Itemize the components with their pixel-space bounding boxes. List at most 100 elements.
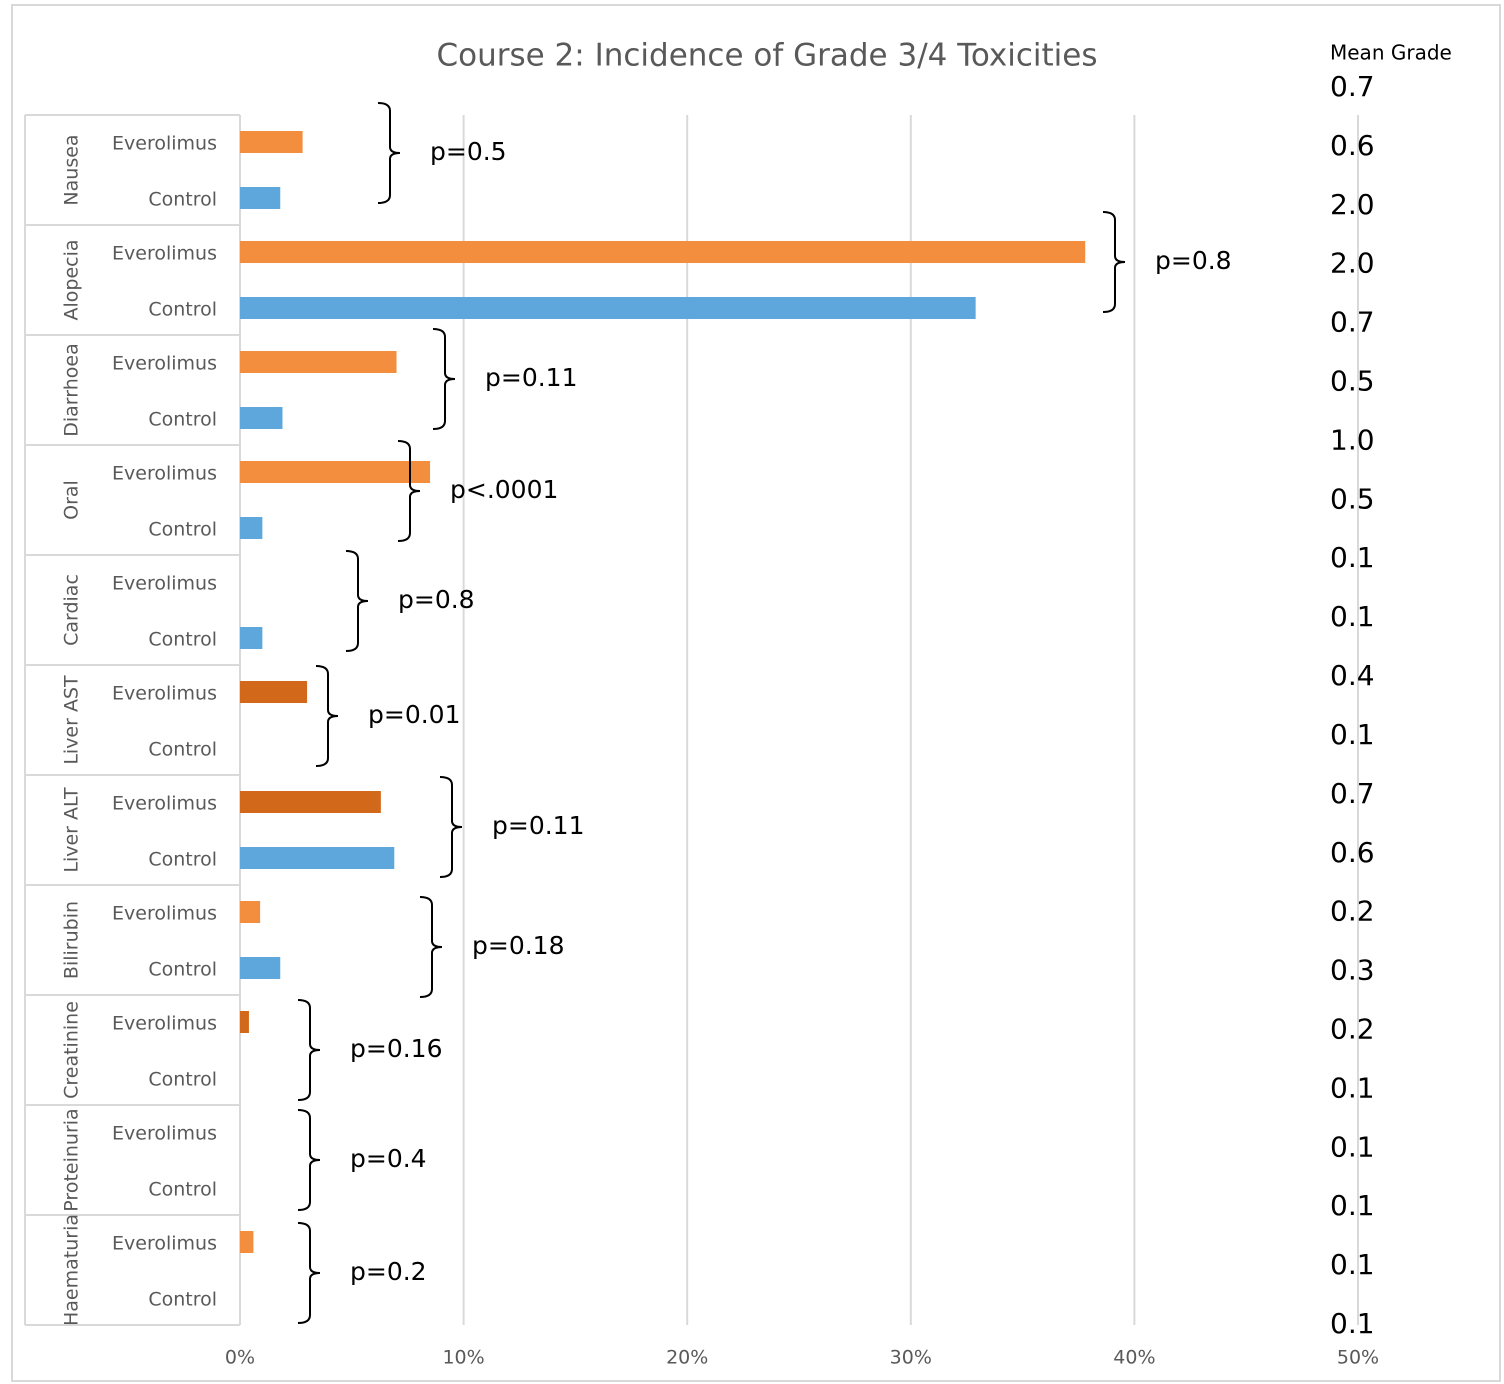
category-label: Liver ALT: [61, 787, 83, 873]
bar: [240, 1011, 249, 1033]
category-label: Bilirubin: [61, 901, 83, 979]
category-label: Creatinine: [61, 1001, 83, 1099]
bar: [240, 297, 976, 319]
series-label: Everolimus: [112, 1013, 217, 1035]
p-value: p=0.16: [350, 1034, 442, 1063]
category-label: Alopecia: [61, 239, 83, 320]
x-tick-label: 20%: [666, 1347, 708, 1369]
mean-grade-label: 0.2: [1330, 1012, 1375, 1045]
series-label: Everolimus: [112, 243, 217, 265]
bracket: [377, 102, 401, 204]
series-label: Control: [148, 849, 217, 871]
p-value: p=0.8: [1155, 246, 1232, 275]
mean-grade-label: 0.2: [1330, 895, 1375, 928]
series-label: Control: [148, 189, 217, 211]
series-label: Everolimus: [112, 353, 217, 375]
bar: [240, 791, 381, 813]
p-value: p<.0001: [450, 475, 558, 504]
bar: [240, 351, 397, 373]
mean-grade-label: 0.4: [1330, 659, 1375, 692]
bracket: [397, 440, 421, 542]
mean-grade-label: 2.0: [1330, 247, 1375, 280]
mean-grade-label: 0.6: [1330, 129, 1375, 162]
bar: [240, 241, 1086, 263]
mean-grade-label: 0.1: [1330, 600, 1375, 633]
p-value: p=0.8: [398, 585, 475, 614]
p-value: p=0.2: [350, 1257, 427, 1286]
series-label: Control: [148, 299, 217, 321]
series-label: Everolimus: [112, 1233, 217, 1255]
category-label: Proteinuria: [61, 1108, 83, 1211]
chart-title: Course 2: Incidence of Grade 3/4 Toxicit…: [436, 38, 1097, 74]
bracket: [1102, 211, 1126, 313]
series-label: Everolimus: [112, 1123, 217, 1145]
bracket: [297, 1222, 321, 1324]
p-value: p=0.18: [472, 931, 564, 960]
x-tick-label: 30%: [890, 1347, 932, 1369]
bar: [240, 517, 263, 539]
p-value: p=0.4: [350, 1144, 427, 1173]
bar: [240, 901, 261, 923]
mean-grade-label: 0.6: [1330, 836, 1375, 869]
bar: [240, 461, 431, 483]
series-label: Control: [148, 1289, 217, 1311]
x-tick-label: 0%: [225, 1347, 255, 1369]
series-label: Control: [148, 739, 217, 761]
bar: [240, 1231, 254, 1253]
series-label: Control: [148, 409, 217, 431]
series-label: Everolimus: [112, 133, 217, 155]
category-label: Diarrhoea: [61, 343, 83, 437]
bracket: [419, 896, 443, 998]
bar: [240, 957, 281, 979]
series-label: Control: [148, 519, 217, 541]
mean-grade-label: 0.3: [1330, 954, 1375, 987]
p-value: p=0.01: [368, 700, 460, 729]
category-label: Oral: [61, 480, 83, 520]
bracket: [432, 328, 456, 430]
p-value: p=0.11: [492, 811, 584, 840]
mean-grade-label: 0.1: [1330, 718, 1375, 751]
bracket: [345, 550, 369, 652]
series-label: Control: [148, 629, 217, 651]
series-label: Control: [148, 1069, 217, 1091]
mean-grade-label: 0.1: [1330, 541, 1375, 574]
bracket: [297, 1109, 321, 1211]
category-label: Haematuria: [61, 1214, 83, 1326]
mean-grade-label: 0.5: [1330, 365, 1375, 398]
x-tick-label: 50%: [1337, 1347, 1379, 1369]
bar: [240, 131, 303, 153]
mean-grade-label: 0.7: [1330, 70, 1375, 103]
mean-grade-label: 0.1: [1330, 1307, 1375, 1340]
category-label: Nausea: [61, 134, 83, 205]
series-label: Everolimus: [112, 573, 217, 595]
bar: [240, 407, 283, 429]
bar: [240, 627, 263, 649]
mean-grade-label: 0.7: [1330, 306, 1375, 339]
bracket: [315, 665, 339, 767]
x-tick-label: 10%: [442, 1347, 484, 1369]
p-value: p=0.11: [485, 363, 577, 392]
category-label: Liver AST: [61, 675, 83, 765]
mean-grade-label: 0.1: [1330, 1248, 1375, 1281]
category-label: Cardiac: [61, 574, 83, 646]
chart-border: [11, 4, 1501, 1382]
mean-grade-label: 0.5: [1330, 482, 1375, 515]
bracket: [297, 999, 321, 1101]
mean-grade-label: 0.1: [1330, 1130, 1375, 1163]
p-value: p=0.5: [430, 137, 507, 166]
mean-grade-label: 0.7: [1330, 777, 1375, 810]
bar: [240, 187, 281, 209]
series-label: Control: [148, 1179, 217, 1201]
series-label: Everolimus: [112, 903, 217, 925]
mean-grade-label: 2.0: [1330, 188, 1375, 221]
mean-grade-title: Mean Grade: [1330, 41, 1452, 65]
series-label: Control: [148, 959, 217, 981]
bar: [240, 681, 308, 703]
series-label: Everolimus: [112, 683, 217, 705]
x-tick-label: 40%: [1113, 1347, 1155, 1369]
bar: [240, 847, 395, 869]
mean-grade-label: 0.1: [1330, 1071, 1375, 1104]
mean-grade-label: 1.0: [1330, 423, 1375, 456]
bracket: [439, 776, 463, 878]
